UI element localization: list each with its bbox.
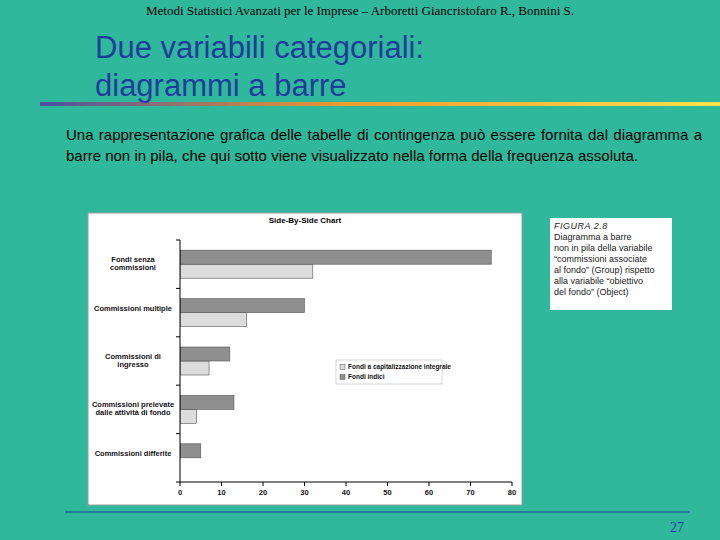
x-tick (346, 482, 347, 486)
x-tick-label: 30 (290, 488, 320, 497)
category-tick (176, 433, 180, 434)
title: Due variabili categoriali: (95, 30, 424, 66)
footer-rule (65, 512, 690, 513)
category-label: Commissioni prelevate dalle attività di … (90, 401, 176, 417)
legend-swatch (340, 365, 345, 370)
bar (180, 250, 491, 264)
category-label: Fondi senza commissioni (90, 256, 176, 272)
x-tick (470, 482, 471, 486)
caption-line: FIGURA 2.8 (554, 221, 668, 232)
caption-line: “commissioni associate (554, 254, 668, 265)
caption-line: alla variabile “obiettivo (554, 276, 668, 287)
x-tick-label: 20 (248, 488, 278, 497)
chart-frame (88, 213, 522, 505)
x-tick (180, 482, 181, 486)
x-tick-label: 40 (331, 488, 361, 497)
bar (180, 313, 246, 327)
category-tick (176, 336, 180, 337)
caption-line: al fondo” (Group) rispetto (554, 265, 668, 276)
caption: FIGURA 2.8Diagramma a barrenon in pila d… (550, 218, 672, 310)
y-axis (180, 240, 181, 482)
header: Metodi Statistici Avanzati per le Impres… (0, 3, 720, 19)
bar (180, 409, 197, 423)
category-tick (176, 288, 180, 289)
x-tick (221, 482, 222, 486)
x-tick-label: 70 (456, 488, 486, 497)
x-tick (387, 482, 388, 486)
x-tick (512, 482, 513, 486)
x-tick-label: 50 (373, 488, 403, 497)
caption-line: del fondo” (Object) (554, 287, 668, 298)
bar (180, 395, 234, 409)
category-tick (176, 385, 180, 386)
category-label: Commissioni multiple (90, 305, 176, 313)
bars (180, 250, 491, 458)
x-tick (304, 482, 305, 486)
category-label: Commissioni di ingresso (90, 353, 176, 369)
bar (180, 299, 305, 313)
category-tick (176, 482, 180, 483)
caption-line: non in pila della variabile (554, 243, 668, 254)
legend-swatch (340, 375, 345, 380)
x-tick-label: 80 (497, 488, 527, 497)
bar (180, 444, 201, 458)
x-tick (429, 482, 430, 486)
legend-label: Fondi a capitalizzazione integrale (348, 363, 451, 370)
page-number: 27 (662, 520, 692, 536)
x-tick (263, 482, 264, 486)
bar (180, 347, 230, 361)
category-tick (176, 240, 180, 241)
x-tick-label: 0 (165, 488, 195, 497)
chart-title: Side-By-Side Chart (88, 216, 522, 225)
paragraph: Una rappresentazione grafica delle tabel… (66, 124, 702, 166)
caption-line: Diagramma a barre (554, 232, 668, 243)
title: diagrammi a barre (95, 68, 347, 104)
x-tick-label: 60 (414, 488, 444, 497)
legend-label: Fondi indici (348, 373, 384, 380)
bar (180, 361, 209, 375)
bar (180, 264, 313, 278)
category-label: Commissioni differite (90, 450, 176, 458)
x-tick-label: 10 (207, 488, 237, 497)
